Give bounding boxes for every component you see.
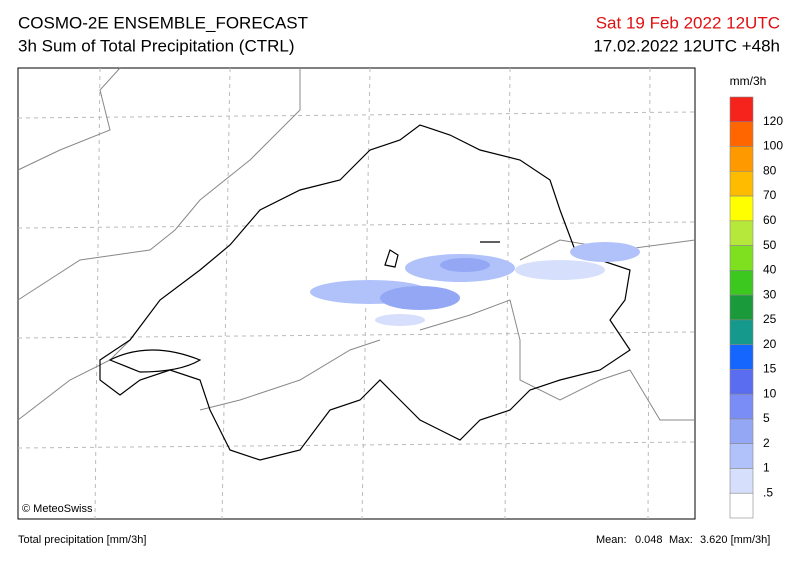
legend-swatch: [729, 319, 754, 345]
run-time: 17.02.2022 12UTC +48h: [593, 36, 780, 55]
legend-label: 20: [763, 337, 777, 351]
legend-swatch: [729, 369, 754, 395]
legend-label: 120: [763, 114, 783, 128]
legend-swatch: [729, 195, 754, 222]
legend-label: 40: [763, 263, 777, 277]
legend-swatch: [729, 146, 754, 172]
legend-unit: mm/3h: [730, 74, 767, 88]
legend-label: 5: [763, 411, 770, 425]
legend-label: 50: [763, 238, 777, 252]
footer-field: Total precipitation [mm/3h]: [18, 534, 146, 546]
max-value: 3.620 [mm/3h]: [700, 534, 770, 546]
mean-label: Mean:: [596, 534, 627, 546]
legend-label: 10: [763, 386, 777, 400]
map: © MeteoSwiss: [17, 67, 696, 520]
legend-swatch: [729, 344, 754, 370]
mean-value: 0.048: [635, 534, 663, 546]
legend-label: 1: [763, 461, 770, 475]
legend: mm/3h 120 100 80 70 60 50 40 30 25 20 15 10 5 2 1 .5: [729, 74, 783, 519]
legend-label: 80: [763, 163, 777, 177]
legend-label: .5: [763, 485, 773, 499]
legend-swatch: [729, 270, 754, 296]
legend-swatch: [729, 393, 754, 420]
legend-swatch: [729, 170, 754, 197]
title: COSMO-2E ENSEMBLE_FORECAST: [18, 13, 308, 32]
subtitle: 3h Sum of Total Precipitation (CTRL): [18, 36, 295, 55]
legend-swatch: [729, 245, 754, 271]
legend-label: 100: [763, 139, 783, 153]
legend-swatch: [729, 96, 754, 123]
legend-swatch: [729, 443, 754, 469]
legend-label: 30: [763, 287, 777, 301]
legend-label: 70: [763, 188, 777, 202]
legend-label: 25: [763, 312, 777, 326]
valid-time: Sat 19 Feb 2022 12UTC: [596, 13, 780, 32]
credit: © MeteoSwiss: [22, 503, 93, 515]
legend-swatch: [729, 294, 754, 321]
max-label: Max:: [669, 534, 693, 546]
legend-swatch: [729, 492, 754, 519]
legend-swatch: [729, 468, 754, 494]
legend-label: 15: [763, 362, 777, 376]
legend-swatch: [729, 121, 754, 147]
region-borders: [17, 67, 696, 421]
legend-swatch: [729, 220, 754, 246]
legend-swatch: [729, 418, 754, 445]
legend-label: 60: [763, 213, 777, 227]
legend-label: 2: [763, 436, 770, 450]
precipitation-field: [310, 242, 640, 326]
